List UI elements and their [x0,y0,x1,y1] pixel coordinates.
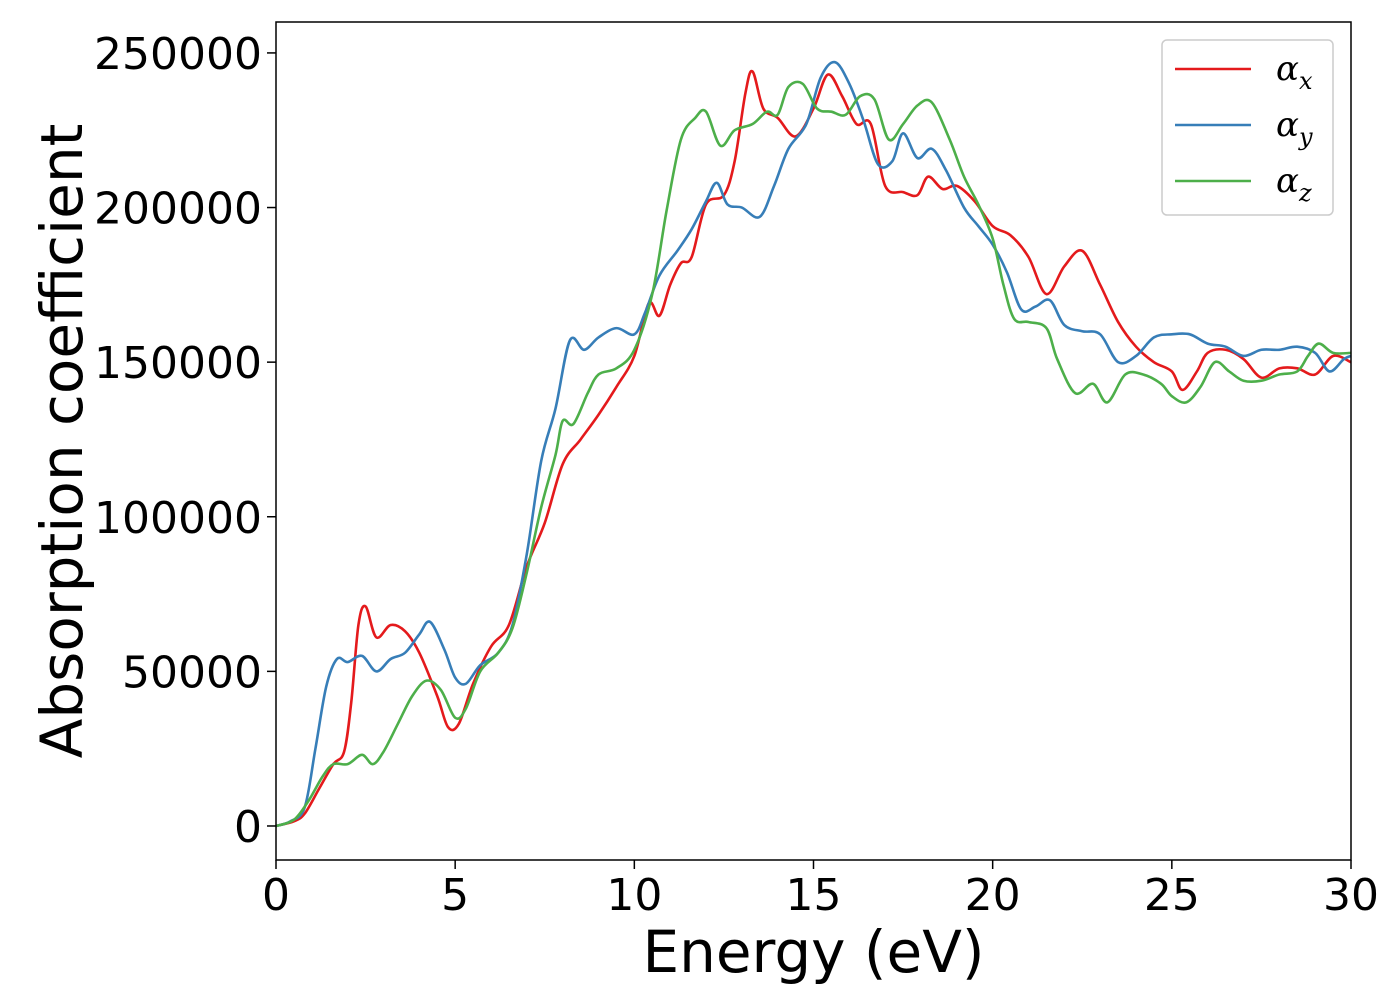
series-layer [276,60,1351,828]
x-tick-label: 10 [606,870,662,921]
legend-label-y: αy [1276,105,1313,151]
legend-label-base: α [1276,161,1299,201]
legend-label-base: α [1276,105,1299,145]
legend-label-subscript: x [1299,67,1313,95]
legend-label-x: αx [1276,49,1313,95]
x-axis-title: Energy (eV) [642,918,984,986]
y-tick-label: 100000 [94,493,262,544]
legend-label-base: α [1276,49,1299,89]
legend-label-z: αz [1276,161,1312,207]
y-tick-label: 0 [234,802,262,853]
legend-box [1161,39,1334,216]
x-tick-label: 30 [1323,870,1379,921]
series-line-z [276,80,1351,828]
y-tick-label: 50000 [122,647,262,698]
x-axis: 0 5 10 15 20 25 30 [262,860,1379,921]
y-axis-title: Absorption coefficient [28,124,96,759]
legend-label-subscript: z [1298,179,1312,207]
y-tick-label: 200000 [94,184,262,235]
x-tick-label: 20 [965,870,1021,921]
y-tick-label: 250000 [94,29,262,80]
y-axis: 0 50000 100000 150000 200000 250000 [94,29,276,853]
x-tick-label: 15 [786,870,842,921]
series-line-y [276,60,1351,828]
series-line-x [276,69,1351,828]
x-tick-label: 5 [441,870,469,921]
x-tick-label: 0 [262,870,290,921]
y-tick-label: 150000 [94,338,262,389]
legend-label-subscript: y [1298,123,1313,151]
x-tick-label: 25 [1144,870,1200,921]
